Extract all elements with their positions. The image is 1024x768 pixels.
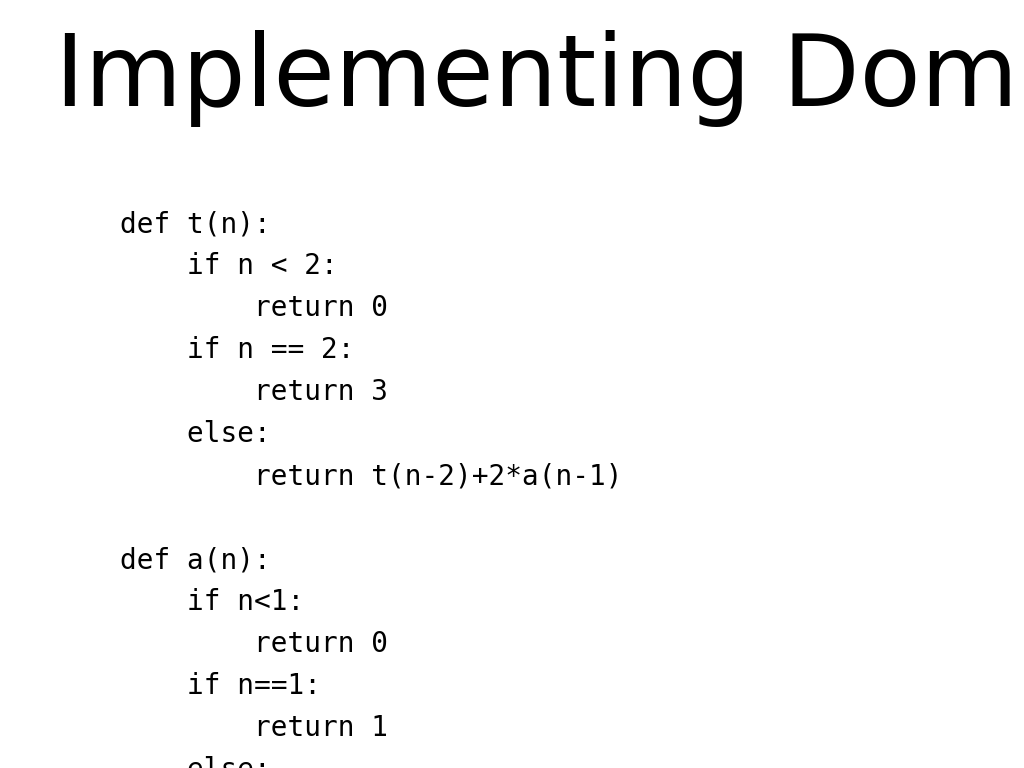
Text: if n==1:: if n==1:	[120, 672, 321, 700]
Text: return 0: return 0	[120, 294, 388, 322]
Text: return 1: return 1	[120, 714, 388, 742]
Text: if n < 2:: if n < 2:	[120, 252, 338, 280]
Text: return 3: return 3	[120, 378, 388, 406]
Text: else:: else:	[120, 756, 270, 768]
Text: def t(n):: def t(n):	[120, 210, 270, 238]
Text: else:: else:	[120, 420, 270, 448]
Text: def a(n):: def a(n):	[120, 546, 270, 574]
Text: return t(n-2)+2*a(n-1): return t(n-2)+2*a(n-1)	[120, 462, 623, 490]
Text: return 0: return 0	[120, 630, 388, 658]
Text: if n == 2:: if n == 2:	[120, 336, 354, 364]
Text: if n<1:: if n<1:	[120, 588, 304, 616]
Text: Implementing Dominoes: Implementing Dominoes	[55, 30, 1024, 127]
